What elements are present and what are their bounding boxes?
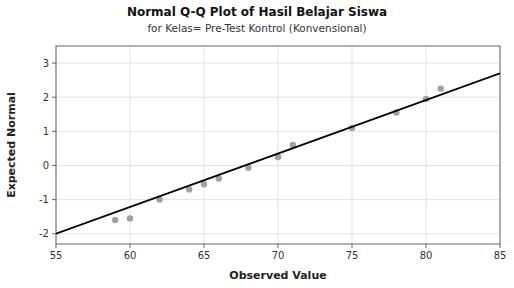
tick-label-y: 0 [43,160,49,171]
tick-x [426,244,427,248]
grid-line-x [352,46,353,244]
tick-y [52,233,56,234]
plot-area [56,46,500,244]
tick-y [52,131,56,132]
tick-label-y: 2 [43,92,49,103]
grid-line-y [56,233,500,234]
tick-x [352,244,353,248]
grid-line-x [130,46,131,244]
tick-x [130,244,131,248]
tick-label-x: 55 [50,250,63,261]
grid-line-y [56,63,500,64]
grid-line-y [56,131,500,132]
tick-label-x: 85 [494,250,507,261]
grid-line-x [204,46,205,244]
tick-y [52,63,56,64]
tick-x [204,244,205,248]
grid-line-y [56,199,500,200]
title: Normal Q-Q Plot of Hasil Belajar Siswa [127,5,387,19]
chart: 55 60 65 70 75 80 85 -2 -1 0 1 2 3 Normal Q-Q Plot of… [0,0,514,288]
tick-label-x: 65 [198,250,211,261]
data-marks [56,73,500,233]
subtitle: for Kelas= Pre-Test Kontrol (Konvensiona… [147,22,366,34]
data-point [127,215,133,221]
chart-container: 55 60 65 70 75 80 85 -2 -1 0 1 2 3 Normal Q-Q Plot of… [0,0,514,288]
tick-x [56,244,57,248]
tick-label-y: -2 [39,228,49,239]
grid [56,46,500,244]
tick-label-y: 1 [43,126,49,137]
tick-label-x: 75 [346,250,359,261]
tick-label-y: 3 [43,58,49,69]
grid-line-y [56,165,500,166]
tick-x [500,244,501,248]
data-point [112,217,118,223]
tick-y [52,97,56,98]
x-axis-label: Observed Value [229,269,326,282]
tick-label-x: 70 [272,250,285,261]
reference-line [56,73,500,233]
axes: 55 60 65 70 75 80 85 -2 -1 0 1 2 3 [39,58,506,261]
data-point [438,85,444,91]
tick-y [52,199,56,200]
tick-label-x: 60 [124,250,137,261]
tick-label-y: -1 [39,194,49,205]
y-axis-label: Expected Normal [5,92,18,198]
tick-label-x: 80 [420,250,433,261]
tick-x [278,244,279,248]
grid-line-x [278,46,279,244]
plot-frame [56,46,500,244]
tick-y [52,165,56,166]
grid-line-x [426,46,427,244]
